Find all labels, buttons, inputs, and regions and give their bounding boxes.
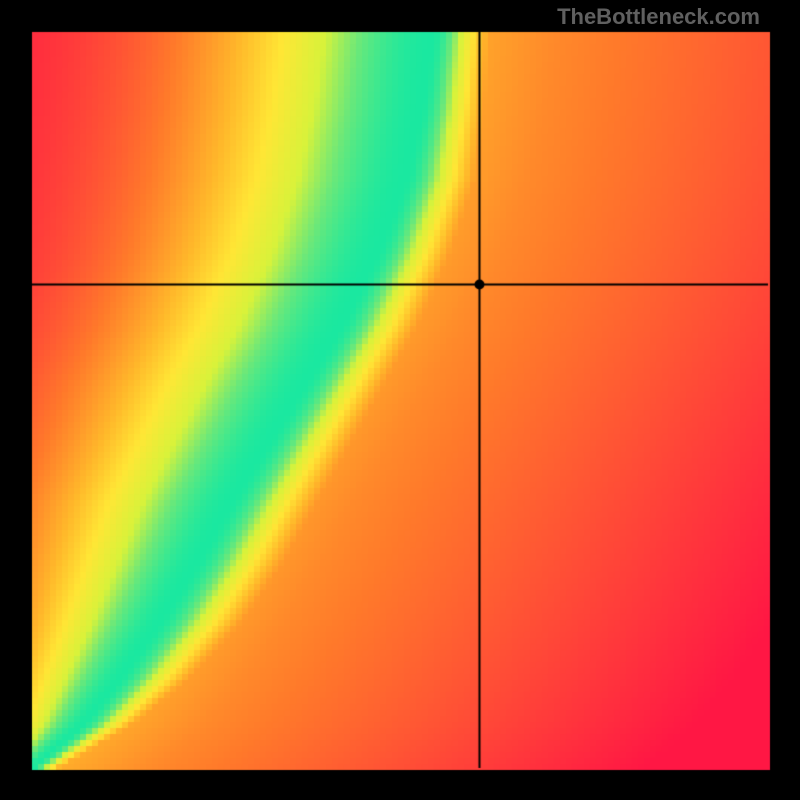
attribution-text: TheBottleneck.com xyxy=(557,4,760,30)
bottleneck-heatmap xyxy=(0,0,800,800)
